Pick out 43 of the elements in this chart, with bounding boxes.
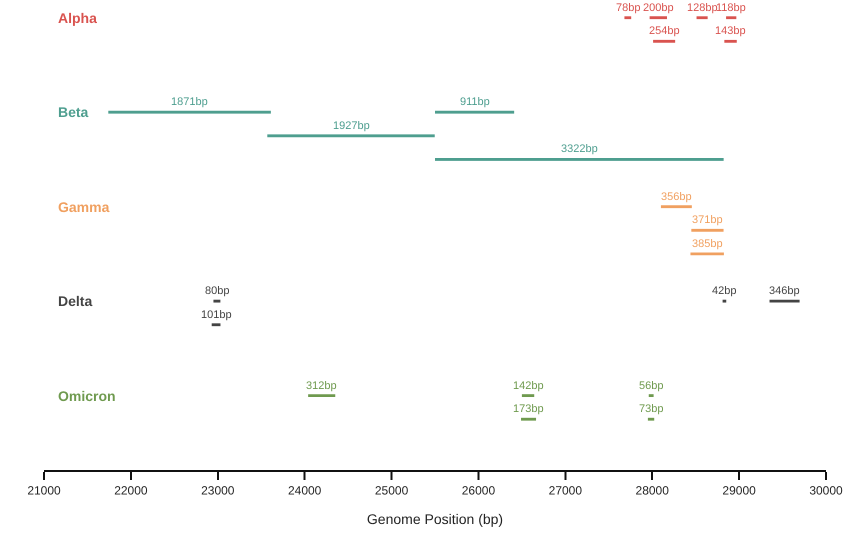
data-label: 356bp bbox=[661, 191, 692, 203]
bar bbox=[660, 205, 692, 208]
x-tick-label: 24000 bbox=[288, 483, 322, 498]
data-label: 346bp bbox=[769, 285, 800, 297]
data-label: 56bp bbox=[639, 380, 664, 392]
data-label: 78bp bbox=[616, 2, 640, 14]
x-axis-title: Genome Position (bp) bbox=[366, 511, 504, 528]
x-tick-label: 28000 bbox=[636, 483, 670, 498]
x-tick-label: 27000 bbox=[548, 483, 582, 498]
data-label: 1927bp bbox=[333, 120, 370, 132]
data-label: 142bp bbox=[513, 380, 544, 392]
y-tick-label: Alpha bbox=[58, 10, 98, 26]
data-label: 911bp bbox=[460, 96, 490, 108]
data-label: 128bp bbox=[687, 2, 718, 14]
x-tick-label: 25000 bbox=[374, 483, 409, 498]
data-label: 101bp bbox=[201, 309, 232, 321]
y-tick-label: Delta bbox=[58, 293, 92, 309]
bar bbox=[690, 252, 724, 256]
x-tick-label: 22000 bbox=[114, 483, 148, 498]
x-tick-label: 30000 bbox=[809, 483, 844, 498]
y-tick-label: Omicron bbox=[58, 388, 116, 404]
data-label: 385bp bbox=[692, 238, 723, 250]
bar bbox=[435, 158, 724, 161]
x-tick-label: 29000 bbox=[722, 483, 756, 498]
data-label: 371bp bbox=[692, 214, 723, 226]
bar bbox=[770, 300, 800, 303]
x-tick-label: 23000 bbox=[201, 483, 235, 498]
data-label: 73bp bbox=[639, 403, 664, 415]
y-tick-label: Beta bbox=[58, 104, 89, 120]
x-tick-label: 26000 bbox=[462, 483, 496, 498]
data-label: 143bp bbox=[715, 25, 746, 37]
x-tick-label: 21000 bbox=[27, 483, 62, 498]
data-label: 1871bp bbox=[171, 96, 208, 108]
y-tick-label: Gamma bbox=[58, 199, 110, 215]
data-label: 312bp bbox=[306, 380, 337, 392]
data-label: 80bp bbox=[205, 285, 230, 297]
data-label: 3322bp bbox=[561, 143, 598, 155]
bar bbox=[726, 16, 736, 20]
data-label: 254bp bbox=[649, 25, 680, 37]
data-label: 42bp bbox=[712, 285, 736, 297]
data-label: 173bp bbox=[513, 403, 544, 415]
data-label: 118bp bbox=[716, 2, 746, 14]
data-label: 200bp bbox=[643, 2, 674, 14]
